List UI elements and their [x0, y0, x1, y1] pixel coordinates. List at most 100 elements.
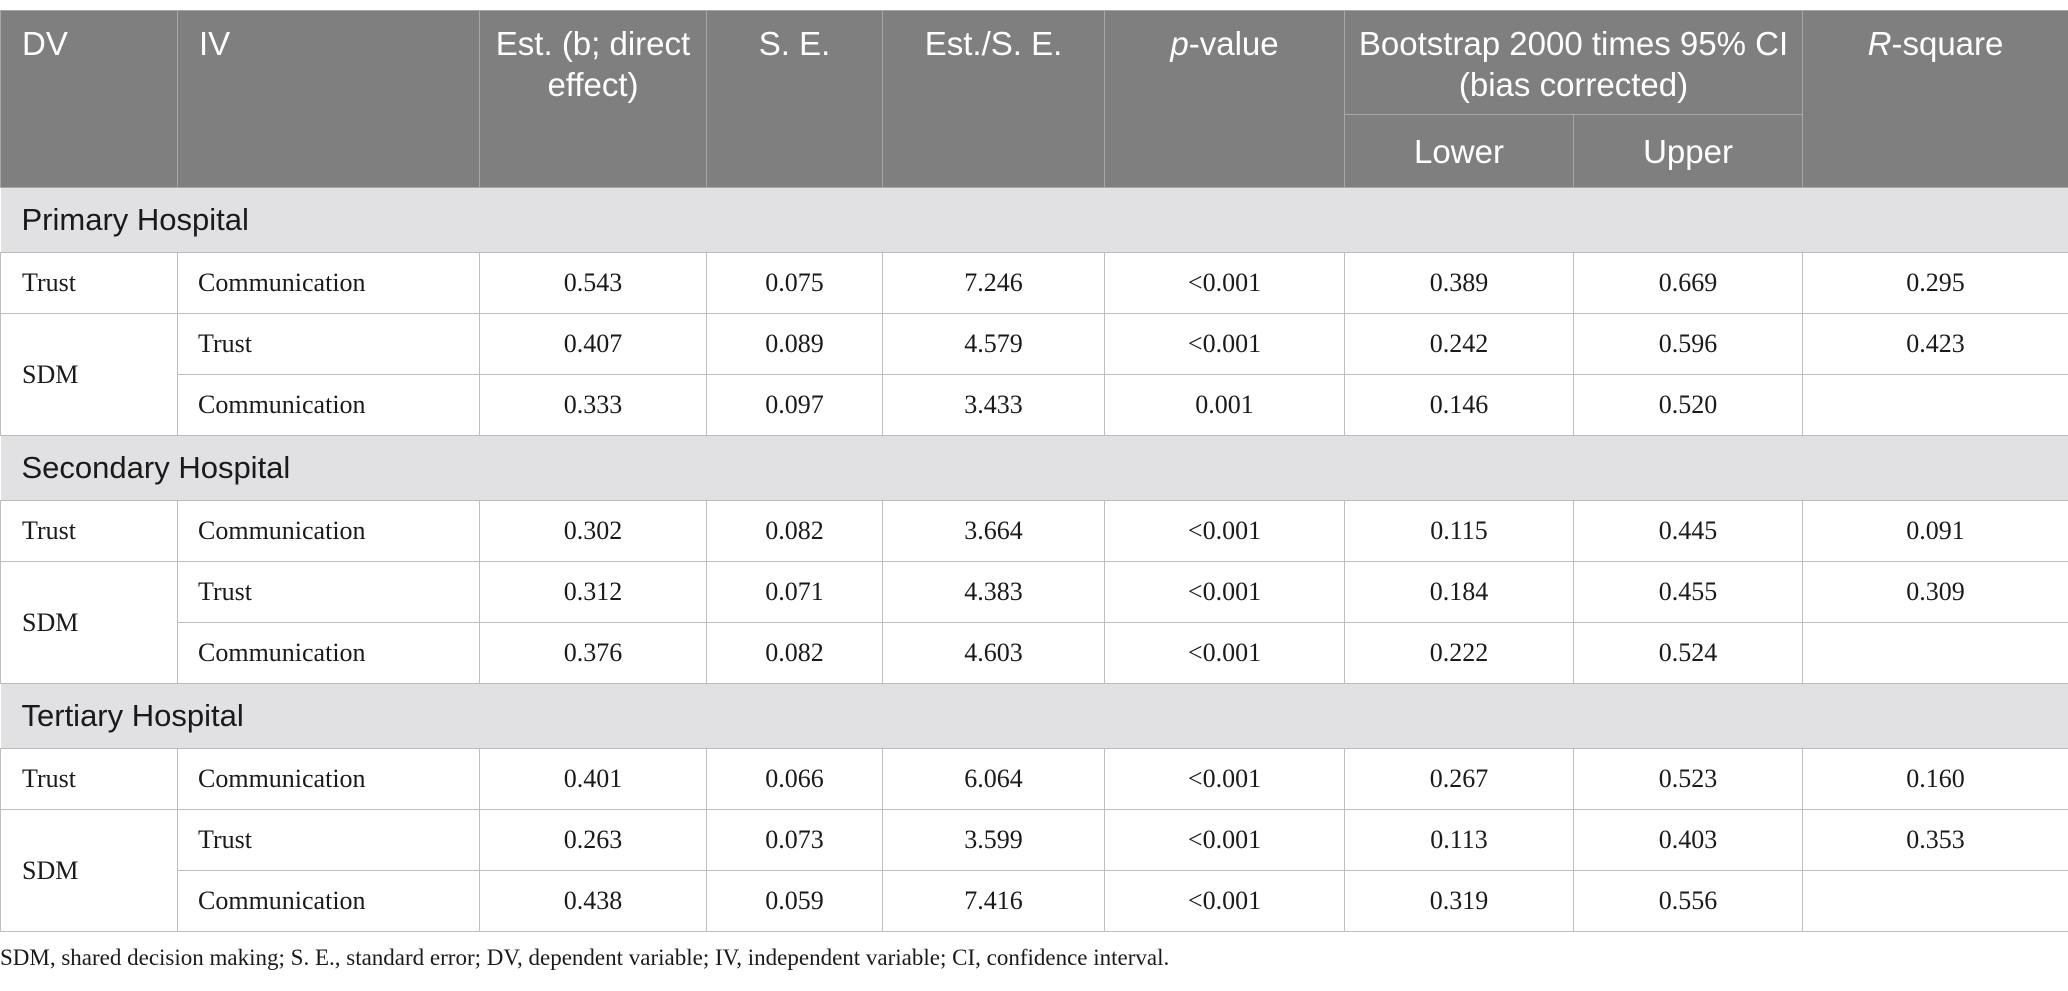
ci-lower-cell: 0.242	[1344, 313, 1574, 375]
iv-cell: Communication	[177, 622, 480, 684]
section-header-row: Primary Hospital	[0, 187, 2068, 253]
est-over-se-cell: 7.246	[882, 252, 1105, 314]
ci-lower-cell: 0.319	[1344, 870, 1574, 932]
ci-upper-cell: 0.445	[1572, 500, 1804, 562]
ci-lower-cell: 0.113	[1344, 809, 1574, 871]
p-value-cell: <0.001	[1104, 561, 1345, 623]
table-row: SDM Trust 0.312 0.071 4.383 <0.001 0.184 0.455 0…	[0, 561, 2068, 684]
header-bootstrap-ci: Bootstrap 2000 times 95% CI (bias correc…	[1343, 10, 1804, 115]
table-row: Communication 0.376 0.082 4.603 <0.001 0.222 0…	[1, 622, 2068, 684]
header-iv: IV	[177, 10, 480, 188]
est-over-se-cell: 4.603	[882, 622, 1105, 684]
r-square-cell: 0.309	[1802, 561, 2068, 623]
est-over-se-cell: 4.579	[882, 313, 1105, 375]
header-standard-error: S. E.	[706, 10, 883, 188]
section-title: Primary Hospital	[0, 187, 2068, 253]
section-title: Secondary Hospital	[0, 435, 2068, 501]
standard-error-cell: 0.059	[706, 870, 883, 932]
header-r-italic: R	[1867, 25, 1892, 62]
est-over-se-cell: 3.599	[882, 809, 1105, 871]
estimate-cell: 0.376	[479, 622, 707, 684]
table-footnote: SDM, shared decision making; S. E., stan…	[0, 945, 1170, 970]
p-value-cell: <0.001	[1104, 870, 1345, 932]
ci-lower-cell: 0.146	[1344, 374, 1574, 436]
iv-cell: Communication	[177, 500, 480, 562]
ci-upper-cell: 0.455	[1572, 561, 1804, 623]
table-row: SDM Trust 0.407 0.089 4.579 <0.001 0.242 0.596 0…	[0, 313, 2068, 436]
dv-cell: SDM	[0, 313, 178, 436]
p-value-cell: <0.001	[1104, 500, 1345, 562]
table-header: DV IV Est. (b; direct effect) S. E. Est.…	[0, 10, 2068, 188]
r-square-cell: 0.423	[1802, 313, 2068, 375]
ci-lower-cell: 0.222	[1344, 622, 1574, 684]
estimate-cell: 0.312	[479, 561, 707, 623]
ci-upper-cell: 0.403	[1572, 809, 1804, 871]
ci-lower-cell: 0.389	[1344, 252, 1574, 314]
header-dv: DV	[0, 10, 178, 188]
dv-cell: Trust	[0, 748, 178, 810]
results-table: DV IV Est. (b; direct effect) S. E. Est.…	[0, 10, 2068, 932]
header-upper: Upper	[1572, 114, 1804, 188]
results-table-container: DV IV Est. (b; direct effect) S. E. Est.…	[0, 10, 2068, 932]
est-over-se-cell: 6.064	[882, 748, 1105, 810]
r-square-cell: 0.353	[1802, 809, 2068, 871]
section-header-row: Tertiary Hospital	[0, 683, 2068, 749]
table-row: Trust Communication 0.302 0.082 3.664 <0.001 0…	[0, 500, 2068, 562]
table-row: SDM Trust 0.263 0.073 3.599 <0.001 0.113 0.403 0…	[0, 809, 2068, 932]
ci-upper-cell: 0.669	[1572, 252, 1804, 314]
r-square-cell: 0.160	[1802, 748, 2068, 810]
estimate-cell: 0.401	[479, 748, 707, 810]
p-value-cell: <0.001	[1104, 622, 1345, 684]
est-over-se-cell: 4.383	[882, 561, 1105, 623]
table-row: Communication 0.333 0.097 3.433 0.001 0.146 0.…	[1, 374, 2068, 436]
standard-error-cell: 0.073	[706, 809, 883, 871]
section-title: Tertiary Hospital	[0, 683, 2068, 749]
p-value-cell: 0.001	[1104, 374, 1345, 436]
p-value-cell: <0.001	[1104, 809, 1345, 871]
ci-upper-cell: 0.596	[1572, 313, 1804, 375]
dv-cell: SDM	[0, 809, 178, 932]
standard-error-cell: 0.082	[706, 500, 883, 562]
dv-cell: Trust	[0, 500, 178, 562]
estimate-cell: 0.302	[479, 500, 707, 562]
r-square-cell: 0.091	[1802, 500, 2068, 562]
iv-cell: Communication	[177, 748, 480, 810]
estimate-cell: 0.543	[479, 252, 707, 314]
header-r-square: R-square	[1802, 10, 2068, 188]
header-p-value: p-value	[1104, 10, 1345, 188]
header-p-rest: -value	[1188, 25, 1279, 62]
r-square-cell	[1802, 374, 2068, 436]
est-over-se-cell: 3.433	[882, 374, 1105, 436]
table-row: Trust Communication 0.543 0.075 7.246 <0.001 0…	[0, 252, 2068, 314]
iv-cell: Communication	[177, 252, 480, 314]
table-row: Communication 0.438 0.059 7.416 <0.001 0.319 0…	[1, 870, 2068, 932]
header-p-italic: p	[1170, 25, 1189, 62]
iv-cell: Trust	[177, 809, 480, 871]
header-lower: Lower	[1344, 114, 1574, 188]
ci-upper-cell: 0.520	[1572, 374, 1804, 436]
table-row: Trust Communication 0.401 0.066 6.064 <0.001 0…	[0, 748, 2068, 810]
header-r-rest: -square	[1891, 25, 2004, 62]
estimate-cell: 0.333	[479, 374, 707, 436]
standard-error-cell: 0.066	[706, 748, 883, 810]
est-over-se-cell: 7.416	[882, 870, 1105, 932]
p-value-cell: <0.001	[1104, 748, 1345, 810]
r-square-cell: 0.295	[1802, 252, 2068, 314]
dv-cell: Trust	[0, 252, 178, 314]
estimate-cell: 0.407	[479, 313, 707, 375]
p-value-cell: <0.001	[1104, 313, 1345, 375]
r-square-cell	[1802, 622, 2068, 684]
standard-error-cell: 0.089	[706, 313, 883, 375]
iv-cell: Trust	[177, 561, 480, 623]
estimate-cell: 0.263	[479, 809, 707, 871]
ci-lower-cell: 0.115	[1344, 500, 1574, 562]
iv-cell: Communication	[177, 870, 480, 932]
table-body: Primary Hospital Trust Communication 0.543 0…	[0, 187, 2068, 932]
header-est-over-se: Est./S. E.	[882, 10, 1105, 188]
iv-cell: Trust	[177, 313, 480, 375]
ci-upper-cell: 0.523	[1572, 748, 1804, 810]
standard-error-cell: 0.075	[706, 252, 883, 314]
standard-error-cell: 0.082	[706, 622, 883, 684]
ci-upper-cell: 0.524	[1572, 622, 1804, 684]
est-over-se-cell: 3.664	[882, 500, 1105, 562]
